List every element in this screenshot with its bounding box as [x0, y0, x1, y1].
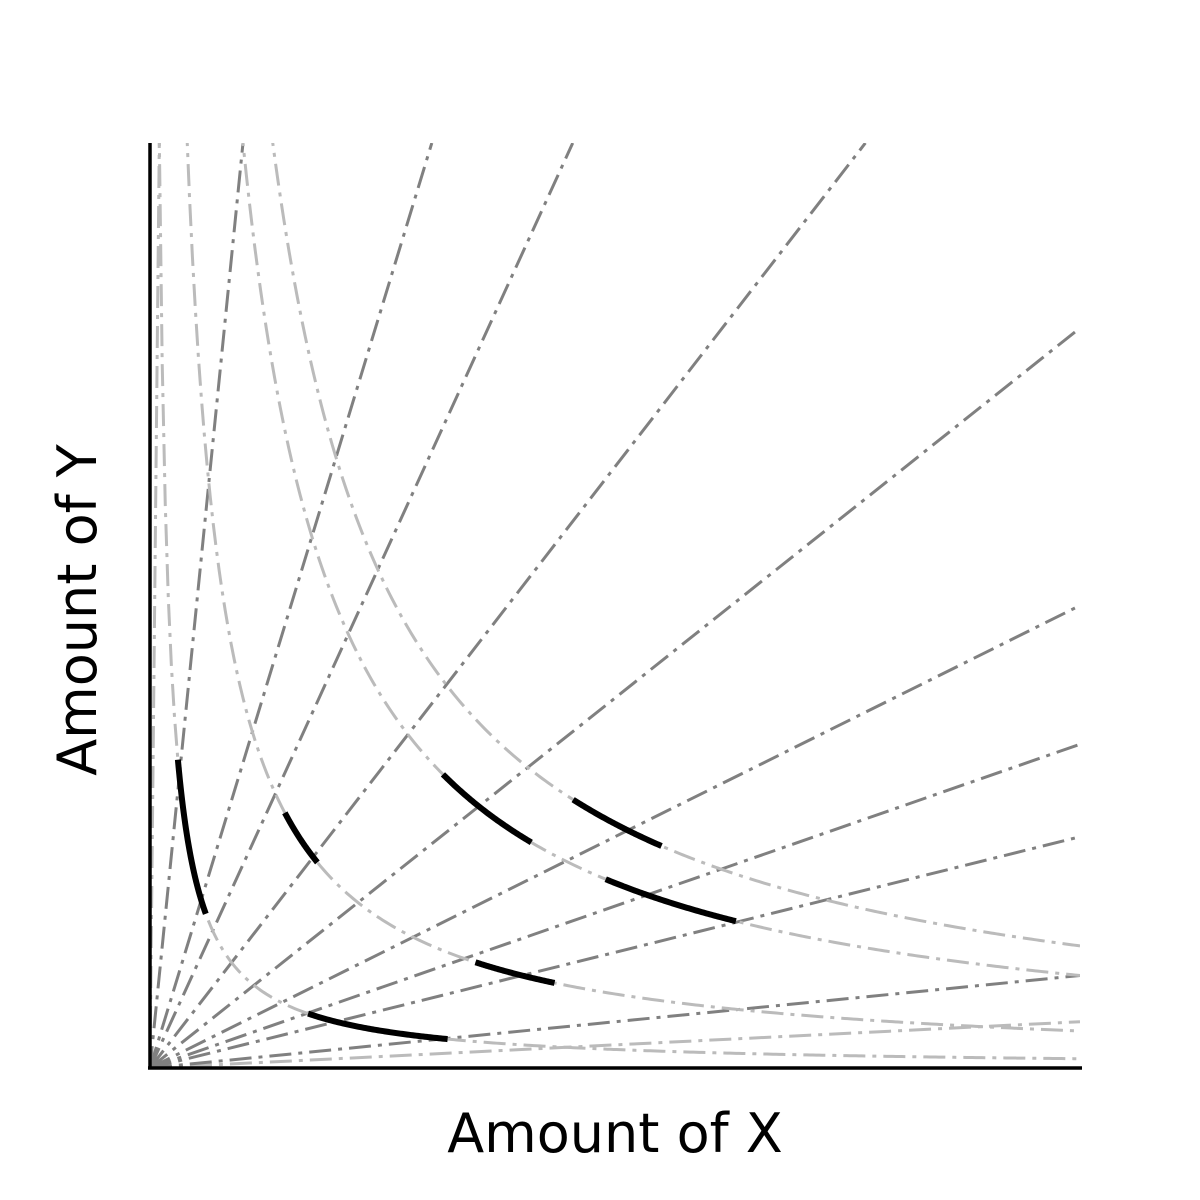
ray-line-2 — [150, 974, 1080, 1068]
x-axis-label: Amount of X — [447, 1102, 783, 1165]
highlighted-segment-4 — [474, 959, 556, 986]
ray-line-9 — [150, 143, 434, 1068]
y-axis-label: Amount of Y — [46, 443, 109, 776]
ray-line-8 — [150, 143, 575, 1068]
isoquant-layer — [157, 143, 1080, 1061]
isoquant-curve-3 — [241, 143, 1080, 977]
ray-line-4 — [150, 742, 1080, 1068]
highlighted-segment-5 — [440, 772, 533, 845]
highlighted-segment-layer — [174, 759, 737, 1043]
ray-line-10 — [150, 143, 245, 1068]
isoquant-curve-2 — [185, 143, 1080, 1033]
isoquant-curve-4 — [271, 143, 1080, 948]
isoquant-curve-1 — [157, 143, 1080, 1061]
highlighted-segment-1 — [174, 759, 209, 915]
highlighted-segment-2 — [307, 1010, 448, 1043]
ray-line-1 — [150, 1020, 1080, 1068]
highlighted-segment-3 — [282, 811, 320, 865]
highlighted-segment-6 — [604, 876, 737, 925]
ray-line-5 — [150, 604, 1080, 1068]
ray-line-11 — [150, 143, 161, 1068]
ray-line-7 — [150, 143, 867, 1068]
rays-layer — [150, 143, 1080, 1068]
ray-line-6 — [150, 326, 1080, 1068]
ray-line-3 — [150, 835, 1080, 1068]
highlighted-segment-7 — [571, 797, 663, 849]
